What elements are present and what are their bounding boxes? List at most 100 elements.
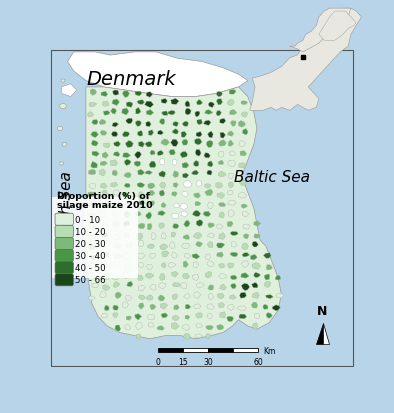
Bar (183, 348, 208, 352)
Polygon shape (124, 233, 129, 238)
Polygon shape (204, 110, 213, 115)
Polygon shape (185, 109, 191, 116)
Polygon shape (220, 119, 226, 124)
Polygon shape (158, 283, 166, 289)
Polygon shape (229, 183, 234, 189)
Polygon shape (251, 255, 257, 260)
Polygon shape (151, 233, 156, 240)
Polygon shape (89, 103, 97, 107)
Polygon shape (161, 140, 169, 146)
Polygon shape (290, 9, 351, 53)
Polygon shape (146, 93, 152, 98)
Polygon shape (254, 234, 260, 239)
Polygon shape (160, 304, 167, 309)
Polygon shape (173, 204, 180, 208)
Polygon shape (191, 171, 199, 176)
Polygon shape (150, 285, 156, 290)
Polygon shape (160, 159, 165, 166)
Polygon shape (122, 302, 128, 309)
Polygon shape (230, 253, 238, 257)
Polygon shape (216, 243, 225, 249)
Polygon shape (250, 9, 361, 111)
Polygon shape (204, 121, 211, 126)
Polygon shape (160, 119, 165, 125)
Ellipse shape (59, 162, 63, 166)
Ellipse shape (61, 80, 65, 83)
Polygon shape (204, 153, 210, 159)
Polygon shape (241, 284, 249, 291)
Polygon shape (171, 272, 178, 277)
Polygon shape (147, 224, 152, 230)
Polygon shape (193, 233, 202, 239)
Polygon shape (136, 121, 141, 127)
Polygon shape (230, 276, 237, 280)
Polygon shape (230, 295, 236, 299)
Polygon shape (316, 323, 323, 344)
Polygon shape (323, 323, 329, 344)
Polygon shape (161, 313, 168, 318)
Polygon shape (138, 170, 145, 176)
Polygon shape (92, 121, 98, 125)
Polygon shape (182, 273, 190, 279)
Polygon shape (206, 141, 213, 148)
Polygon shape (220, 284, 227, 290)
Polygon shape (90, 90, 97, 96)
Polygon shape (98, 211, 106, 218)
Polygon shape (112, 132, 118, 137)
Polygon shape (218, 140, 227, 147)
Polygon shape (229, 90, 236, 95)
Polygon shape (241, 204, 247, 209)
Polygon shape (171, 323, 179, 330)
Polygon shape (171, 252, 178, 259)
Polygon shape (146, 110, 154, 116)
Polygon shape (220, 312, 226, 318)
Polygon shape (173, 283, 180, 287)
Polygon shape (101, 92, 108, 97)
Polygon shape (124, 160, 131, 166)
Polygon shape (112, 275, 119, 280)
FancyBboxPatch shape (55, 262, 73, 274)
Polygon shape (113, 313, 118, 318)
Polygon shape (138, 275, 143, 281)
Polygon shape (112, 100, 119, 106)
Text: 30 - 40: 30 - 40 (75, 252, 106, 261)
Polygon shape (242, 212, 249, 217)
Polygon shape (124, 173, 131, 178)
Polygon shape (146, 122, 151, 128)
Polygon shape (206, 325, 214, 330)
Polygon shape (205, 272, 212, 278)
Polygon shape (114, 261, 120, 267)
Polygon shape (205, 190, 213, 196)
Polygon shape (136, 334, 141, 339)
Polygon shape (228, 161, 236, 167)
Polygon shape (238, 121, 245, 128)
Polygon shape (230, 232, 238, 236)
Polygon shape (184, 221, 190, 228)
Polygon shape (171, 140, 178, 147)
Polygon shape (219, 303, 225, 308)
Polygon shape (146, 295, 153, 300)
Polygon shape (228, 141, 234, 147)
Polygon shape (185, 102, 190, 108)
Polygon shape (113, 222, 120, 227)
Polygon shape (237, 306, 246, 311)
Polygon shape (208, 233, 215, 238)
Polygon shape (172, 160, 177, 166)
Polygon shape (138, 142, 145, 148)
Polygon shape (124, 184, 130, 188)
Polygon shape (114, 254, 122, 259)
Polygon shape (89, 263, 96, 268)
Polygon shape (180, 152, 188, 158)
Ellipse shape (59, 104, 66, 109)
Polygon shape (184, 333, 190, 339)
Polygon shape (100, 183, 107, 189)
Polygon shape (122, 92, 130, 98)
Polygon shape (112, 171, 117, 177)
Polygon shape (148, 184, 155, 190)
Polygon shape (275, 275, 281, 280)
Polygon shape (171, 192, 177, 197)
Polygon shape (135, 212, 141, 216)
Polygon shape (113, 91, 119, 96)
Polygon shape (160, 244, 168, 250)
Polygon shape (243, 129, 248, 135)
